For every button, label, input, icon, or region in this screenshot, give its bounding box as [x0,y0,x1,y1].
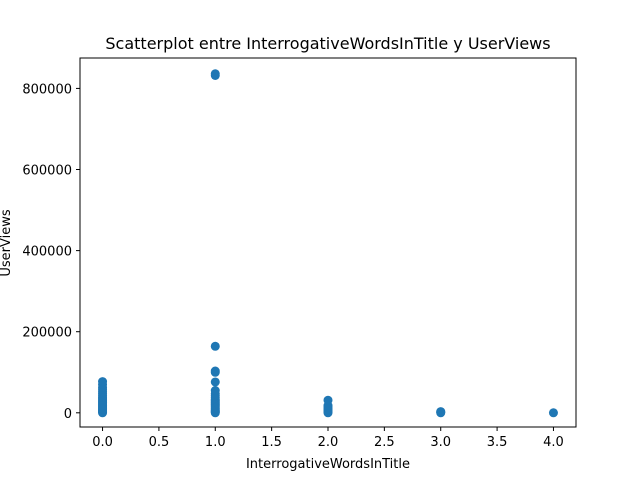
y-axis-ticks: 0 200000 400000 600000 800000 [22,82,80,422]
data-point [436,407,446,417]
data-point [210,377,220,387]
x-tick-label: 0.0 [92,435,113,450]
data-point [210,386,220,396]
x-axis-label: InterrogativeWordsInTitle [246,457,410,472]
y-tick-label: 600000 [22,164,72,179]
chart-title: Scatterplot entre InterrogativeWordsInTi… [105,34,550,53]
x-tick-label: 2.5 [374,435,395,450]
x-tick-label: 0.5 [149,435,170,450]
y-tick-label: 0 [64,407,72,422]
x-tick-label: 4.0 [543,435,564,450]
x-axis-ticks: 0.0 0.5 1.0 1.5 2.0 2.5 3.0 3.5 4.0 [92,427,564,450]
x-tick-label: 3.0 [430,435,451,450]
y-tick-label: 200000 [22,326,72,341]
y-axis-label: UserViews [0,209,14,276]
data-point [210,69,220,79]
data-point [98,377,108,387]
y-tick-label: 400000 [22,245,72,260]
y-tick-label: 800000 [22,82,72,97]
x-tick-label: 2.0 [318,435,339,450]
data-point [210,366,220,376]
x-tick-label: 1.0 [205,435,226,450]
data-point [210,341,220,351]
data-point [323,395,333,405]
data-points [98,69,558,418]
x-tick-label: 3.5 [487,435,508,450]
x-tick-label: 1.5 [261,435,282,450]
data-point [548,408,558,418]
